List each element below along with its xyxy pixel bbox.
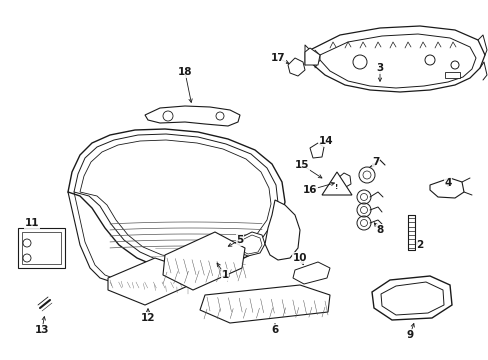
Text: !: ! [335, 184, 338, 190]
Text: 2: 2 [415, 240, 423, 250]
Polygon shape [305, 48, 319, 65]
Text: 11: 11 [25, 218, 39, 228]
Polygon shape [287, 58, 305, 76]
Polygon shape [444, 72, 459, 78]
Text: 10: 10 [292, 253, 306, 263]
Text: 5: 5 [236, 235, 243, 245]
Polygon shape [145, 106, 240, 126]
Polygon shape [68, 129, 285, 271]
Polygon shape [337, 173, 350, 188]
Text: 17: 17 [270, 53, 285, 63]
Text: 6: 6 [271, 325, 278, 335]
Text: 13: 13 [35, 325, 49, 335]
Polygon shape [429, 178, 463, 198]
Polygon shape [309, 26, 484, 92]
Text: 1: 1 [221, 270, 228, 280]
Text: 18: 18 [177, 67, 192, 77]
Text: 12: 12 [141, 313, 155, 323]
Text: 8: 8 [376, 225, 383, 235]
Text: 16: 16 [302, 185, 317, 195]
Polygon shape [292, 262, 329, 284]
Polygon shape [321, 172, 351, 195]
Text: 14: 14 [318, 136, 333, 146]
Polygon shape [236, 232, 264, 256]
Text: 4: 4 [444, 178, 451, 188]
Polygon shape [200, 285, 329, 323]
Text: 7: 7 [371, 157, 379, 167]
Polygon shape [264, 200, 299, 260]
Polygon shape [371, 276, 451, 320]
Polygon shape [163, 232, 244, 290]
Text: 9: 9 [406, 330, 413, 340]
Text: 3: 3 [376, 63, 383, 73]
Text: 15: 15 [294, 160, 308, 170]
Polygon shape [309, 143, 324, 158]
Polygon shape [108, 258, 190, 305]
Polygon shape [18, 228, 65, 268]
Polygon shape [184, 253, 204, 264]
